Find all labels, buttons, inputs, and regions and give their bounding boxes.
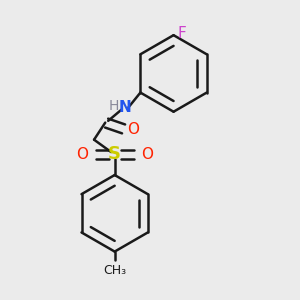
Text: F: F <box>177 26 186 41</box>
Text: O: O <box>142 147 154 162</box>
Text: H: H <box>109 99 119 113</box>
Text: O: O <box>76 147 88 162</box>
Text: CH₃: CH₃ <box>103 264 126 277</box>
Text: O: O <box>127 122 139 137</box>
Text: N: N <box>118 100 131 115</box>
Text: S: S <box>108 146 121 164</box>
